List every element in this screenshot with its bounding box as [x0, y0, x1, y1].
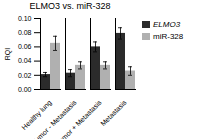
svg-text:Metastasis: Metastasis [99, 98, 128, 127]
svg-text:0.08: 0.08 [18, 29, 32, 36]
svg-text:Healthy lung: Healthy lung [20, 98, 53, 132]
html-text:ELMO3: ELMO3 [153, 20, 181, 29]
svg-text:0.00: 0.00 [18, 86, 32, 93]
html-text:miR-328: miR-328 [153, 32, 184, 41]
svg-text:0.06: 0.06 [18, 43, 32, 50]
svg-text:Tumor + Metastasis: Tumor + Metastasis [54, 98, 103, 139]
svg-text:0.04: 0.04 [18, 57, 32, 64]
svg-text:RQI: RQI [4, 48, 12, 61]
svg-text:0.10: 0.10 [18, 15, 32, 22]
html-text:ELMO3 vs. miR-328: ELMO3 vs. miR-328 [29, 1, 111, 11]
svg-text:0.02: 0.02 [18, 72, 32, 79]
